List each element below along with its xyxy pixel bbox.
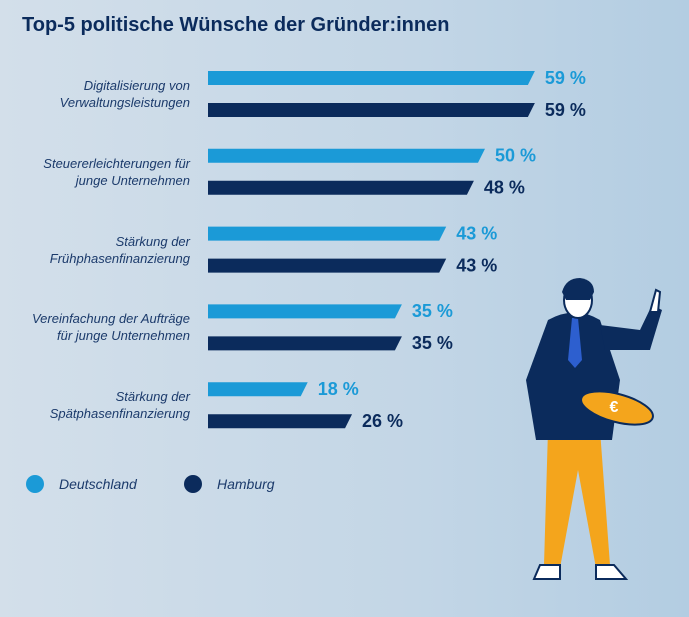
bar bbox=[208, 180, 474, 195]
bar bbox=[208, 258, 447, 273]
legend-marker bbox=[184, 475, 202, 493]
hair bbox=[562, 278, 594, 300]
legend-label: Hamburg bbox=[217, 476, 275, 492]
bar bbox=[208, 71, 535, 85]
category-label: Digitalisierung von Verwaltungsleistunge… bbox=[59, 78, 190, 110]
value-label: 35 % bbox=[412, 333, 453, 353]
category-label: Steuererleichterungen für junge Unterneh… bbox=[43, 155, 190, 188]
value-label: 26 % bbox=[362, 411, 403, 431]
value-label: 59 % bbox=[545, 68, 586, 88]
bar bbox=[208, 304, 402, 319]
bar bbox=[208, 414, 353, 429]
value-label: 59 % bbox=[545, 100, 586, 120]
category-label: Stärkung der Spätphasenfinanzierung bbox=[49, 389, 190, 422]
illustration: € bbox=[526, 278, 662, 580]
value-label: 50 % bbox=[495, 146, 536, 166]
value-label: 35 % bbox=[412, 301, 453, 321]
bar bbox=[208, 226, 447, 241]
value-label: 48 % bbox=[484, 178, 525, 198]
shoes bbox=[532, 564, 629, 580]
category-label: Stärkung der Frühphasenfinanzierung bbox=[49, 233, 190, 266]
value-label: 43 % bbox=[456, 223, 497, 243]
arm bbox=[600, 305, 662, 350]
tie bbox=[568, 318, 582, 368]
bar bbox=[208, 382, 308, 397]
legend-label: Deutschland bbox=[59, 476, 137, 492]
chart-title: Top-5 politische Wünsche der Gründer:inn… bbox=[22, 14, 450, 36]
category-label: Vereinfachung der Aufträge für junge Unt… bbox=[31, 311, 190, 344]
value-label: 18 % bbox=[318, 379, 359, 399]
bar bbox=[208, 103, 535, 117]
legend-marker bbox=[26, 475, 44, 493]
bar bbox=[208, 336, 402, 351]
coin-symbol: € bbox=[610, 399, 619, 416]
hand bbox=[648, 288, 662, 313]
pants bbox=[544, 430, 610, 568]
coin bbox=[580, 390, 654, 426]
value-label: 43 % bbox=[456, 255, 497, 275]
bar bbox=[208, 148, 485, 163]
